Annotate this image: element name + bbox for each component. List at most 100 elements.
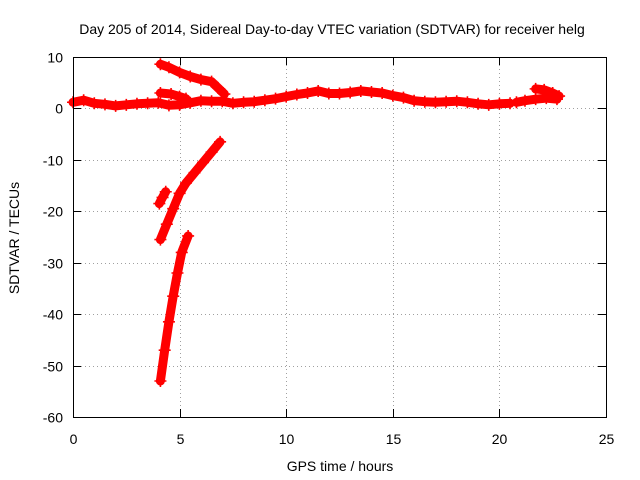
series-main-trace bbox=[67, 84, 517, 112]
series-point-short-drop-2 bbox=[173, 90, 186, 103]
series-point-upper-descent-6 bbox=[211, 81, 224, 94]
series-point-main-trace-17 bbox=[248, 95, 261, 108]
series-point-main-trace-21 bbox=[290, 88, 303, 101]
series-point-short-fragment-2 bbox=[159, 185, 172, 198]
tick-labels-layer: 0 5 10 15 20 25 -60 -50 -40 -30 -20 -10 0 10 bbox=[43, 50, 615, 448]
series-point-main-trace-5 bbox=[120, 98, 133, 111]
series-point-main-trace-36 bbox=[450, 95, 463, 108]
series-point-main-trace-27 bbox=[354, 84, 367, 97]
y-tick-label-1: -50 bbox=[43, 359, 63, 375]
series-point-main-trace-1 bbox=[77, 94, 90, 107]
series-short-drop bbox=[154, 87, 192, 105]
series-point-lower-rise-0 bbox=[154, 375, 167, 387]
series-line-upper-descent bbox=[155, 59, 229, 99]
series-late-arc bbox=[529, 82, 566, 103]
series-point-middle-rise-6 bbox=[197, 156, 210, 169]
series-point-middle-rise-7 bbox=[205, 146, 218, 159]
series-point-middle-rise-1 bbox=[160, 218, 173, 231]
series-point-late-arc-3 bbox=[553, 90, 566, 103]
series-point-main-trace-32 bbox=[408, 94, 421, 107]
series-point-main-trace-33 bbox=[418, 95, 431, 108]
series-point-main-trace-9 bbox=[162, 99, 175, 112]
series-point-main-trace-28 bbox=[365, 85, 378, 98]
series-point-late-trace-0 bbox=[510, 96, 523, 109]
series-point-short-fragment-1 bbox=[156, 191, 169, 204]
series-point-main-trace-12 bbox=[194, 94, 207, 107]
series-point-lower-rise-3 bbox=[167, 290, 180, 303]
series-point-main-trace-37 bbox=[461, 96, 474, 109]
series-lower-rise bbox=[154, 229, 195, 387]
series-point-middle-rise-2 bbox=[167, 202, 180, 215]
series-point-main-trace-30 bbox=[386, 89, 399, 102]
series-point-main-trace-35 bbox=[440, 95, 453, 108]
series-point-main-trace-18 bbox=[258, 94, 271, 107]
series-point-short-fragment-0 bbox=[153, 197, 166, 210]
series-upper-descent bbox=[154, 58, 231, 101]
series-point-main-trace-7 bbox=[141, 97, 154, 110]
x-axis-label: GPS time / hours bbox=[287, 458, 394, 474]
x-tick-label-0: 0 bbox=[70, 431, 78, 447]
y-tick-label-3: -30 bbox=[43, 256, 63, 272]
ticks-layer bbox=[73, 57, 607, 418]
series-point-middle-rise-4 bbox=[179, 177, 192, 189]
y-tick-label-4: -20 bbox=[43, 204, 63, 220]
y-tick-label-2: -40 bbox=[43, 307, 63, 323]
series-point-lower-rise-4 bbox=[171, 267, 184, 279]
series-point-lower-rise-6 bbox=[182, 229, 195, 242]
series-point-main-trace-39 bbox=[482, 98, 495, 111]
series-point-main-trace-31 bbox=[397, 91, 410, 104]
series-point-main-trace-15 bbox=[226, 97, 239, 110]
series-point-upper-descent-2 bbox=[173, 66, 186, 79]
series-point-main-trace-3 bbox=[98, 98, 111, 111]
series-point-main-trace-8 bbox=[152, 96, 165, 109]
series-point-main-trace-25 bbox=[333, 87, 346, 100]
series-point-main-trace-23 bbox=[312, 84, 325, 97]
series-point-main-trace-22 bbox=[301, 87, 314, 99]
series-point-upper-descent-3 bbox=[184, 70, 197, 83]
chart-title: Day 205 of 2014, Sidereal Day-to-day VTE… bbox=[79, 21, 585, 37]
series-point-late-arc-1 bbox=[538, 83, 551, 96]
series-point-main-trace-13 bbox=[205, 95, 218, 108]
series-point-middle-rise-8 bbox=[214, 135, 227, 148]
series-point-lower-rise-2 bbox=[162, 315, 175, 328]
series-point-upper-descent-5 bbox=[205, 75, 218, 88]
y-tick-label-7: 10 bbox=[47, 50, 63, 66]
series-point-main-trace-29 bbox=[376, 87, 389, 99]
series-point-late-trace-1 bbox=[518, 94, 531, 107]
series-point-main-trace-34 bbox=[429, 96, 442, 109]
x-tick-label-1: 5 bbox=[177, 431, 185, 447]
series-point-main-trace-24 bbox=[322, 87, 335, 100]
x-tick-label-4: 20 bbox=[492, 431, 508, 447]
series-middle-rise bbox=[154, 135, 227, 246]
series-point-main-trace-26 bbox=[344, 86, 357, 99]
series-point-upper-descent-7 bbox=[218, 88, 231, 101]
y-axis-label: SDTVAR / TECUs bbox=[6, 182, 22, 294]
series-point-main-trace-19 bbox=[269, 92, 282, 105]
series-point-late-arc-2 bbox=[546, 87, 559, 99]
series-point-upper-descent-4 bbox=[194, 73, 207, 86]
series-point-late-arc-0 bbox=[529, 82, 542, 95]
series-point-middle-rise-0 bbox=[154, 233, 167, 246]
series-point-main-trace-38 bbox=[472, 97, 485, 110]
series-point-lower-rise-5 bbox=[175, 246, 188, 259]
series-point-short-drop-0 bbox=[154, 87, 167, 99]
x-tick-label-5: 25 bbox=[599, 431, 615, 447]
series-short-fragment bbox=[153, 185, 172, 210]
x-tick-label-3: 15 bbox=[386, 431, 402, 447]
series-point-late-trace-2 bbox=[529, 93, 542, 106]
y-tick-label-6: 0 bbox=[55, 101, 63, 117]
series-point-main-trace-6 bbox=[130, 97, 143, 110]
series-point-main-trace-16 bbox=[237, 96, 250, 109]
series-point-main-trace-2 bbox=[88, 97, 101, 110]
series-point-short-drop-1 bbox=[165, 88, 178, 101]
x-tick-label-2: 10 bbox=[279, 431, 295, 447]
y-tick-label-5: -10 bbox=[43, 153, 63, 169]
series-point-middle-rise-3 bbox=[173, 187, 186, 200]
series-point-lower-rise-1 bbox=[158, 344, 171, 357]
series-point-short-drop-3 bbox=[179, 92, 192, 105]
series-point-main-trace-40 bbox=[493, 97, 506, 110]
series-point-upper-descent-0 bbox=[154, 58, 167, 71]
y-tick-label-0: -60 bbox=[43, 410, 63, 426]
series-point-main-trace-4 bbox=[109, 99, 122, 112]
